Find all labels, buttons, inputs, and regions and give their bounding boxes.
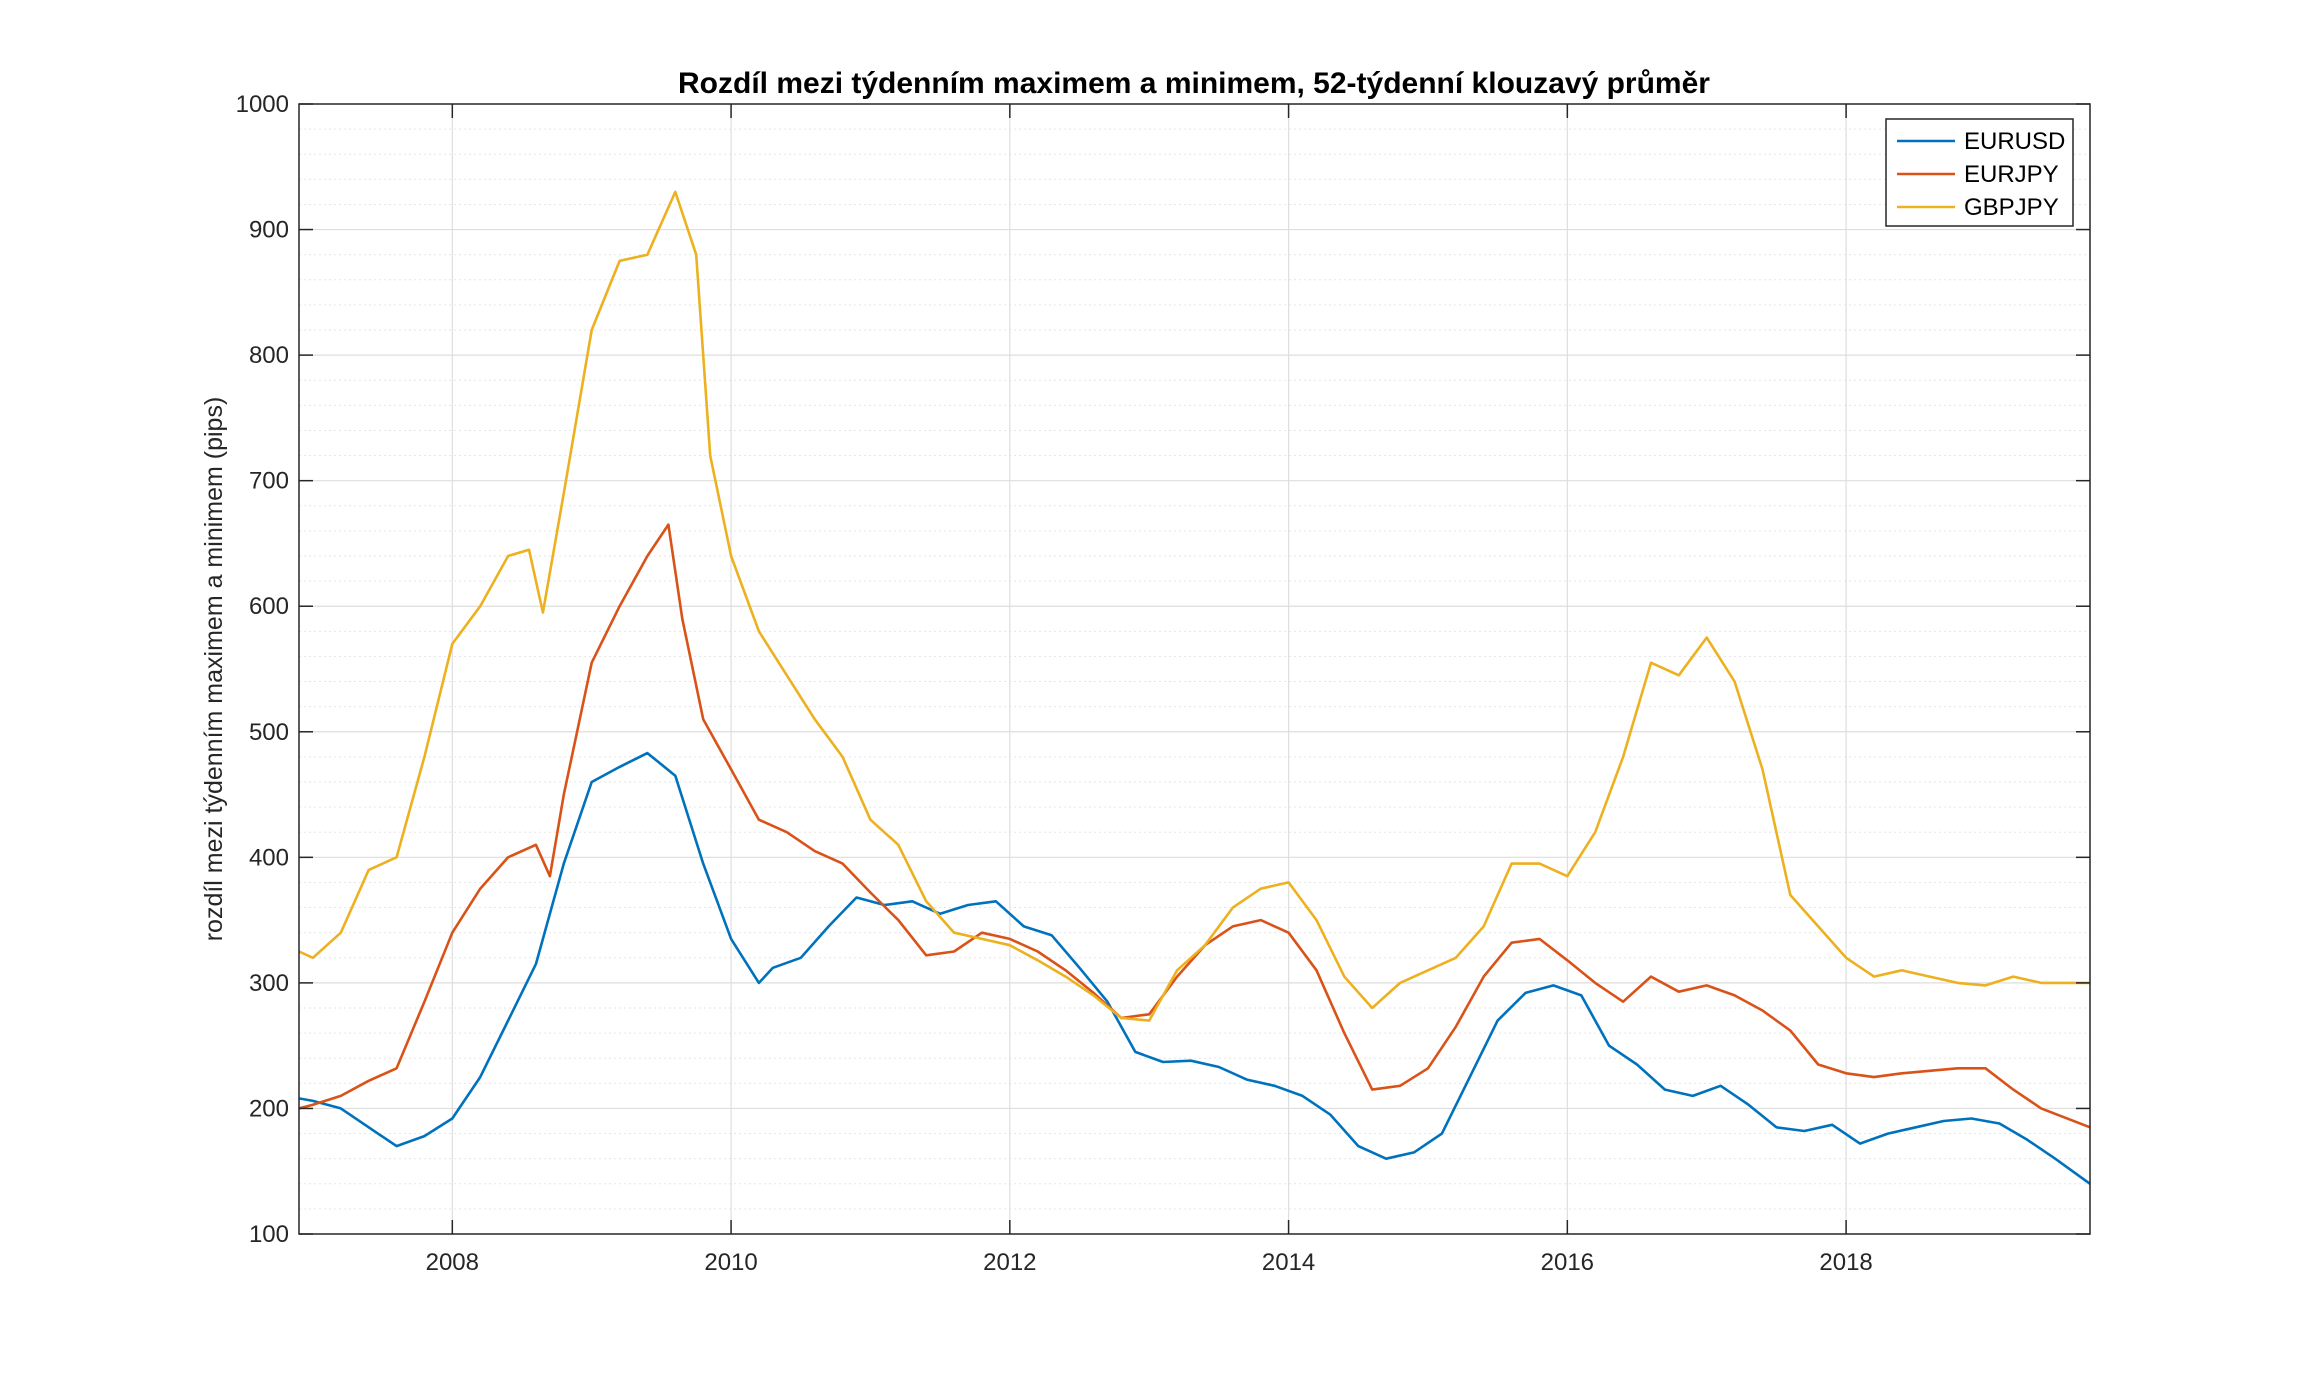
y-tick-label: 1000 [236,91,289,118]
y-tick-label: 400 [249,844,289,871]
y-tick-label: 900 [249,217,289,244]
y-tick-label: 100 [249,1221,289,1248]
x-tick-label: 2014 [1262,1249,1315,1276]
major-grid [299,104,2090,1234]
legend[interactable]: EURUSD EURJPY GBPJPY [1885,118,2074,227]
y-tick-label: 800 [249,342,289,369]
legend-label-gbpjpy: GBPJPY [1964,194,2059,221]
x-tick-label: 2010 [704,1249,757,1276]
series-lines [298,190,2091,1185]
y-tick-label: 600 [249,593,289,620]
plot-area [299,104,2090,1234]
legend-label-eurusd: EURUSD [1964,128,2065,155]
chart-title: Rozdíl mezi týdenním maximem a minimem, … [678,67,1710,100]
series-line-eurusd [298,751,2091,1185]
x-tick-label: 2016 [1541,1249,1594,1276]
x-tick-label: 2012 [983,1249,1036,1276]
legend-label-eurjpy: EURJPY [1964,161,2059,188]
y-tick-label: 200 [249,1095,289,1122]
y-tick-label: 500 [249,719,289,746]
y-axis-ticks: 100 200 300 400 500 600 700 800 900 1000 [236,91,2090,1248]
series-line-eurjpy [298,523,2091,1129]
plot-frame [298,103,2091,1235]
y-axis-label: rozdíl mezi týdenním maximem a minimem (… [200,397,228,942]
y-tick-label: 700 [249,468,289,495]
x-tick-label: 2018 [1819,1249,1872,1276]
x-axis-ticks: 2008 2010 2012 2014 2016 2018 [426,104,1873,1276]
minor-grid [299,128,2090,1210]
x-tick-label: 2008 [426,1249,479,1276]
y-tick-label: 300 [249,970,289,997]
series-line-gbpjpy [298,190,2090,1022]
